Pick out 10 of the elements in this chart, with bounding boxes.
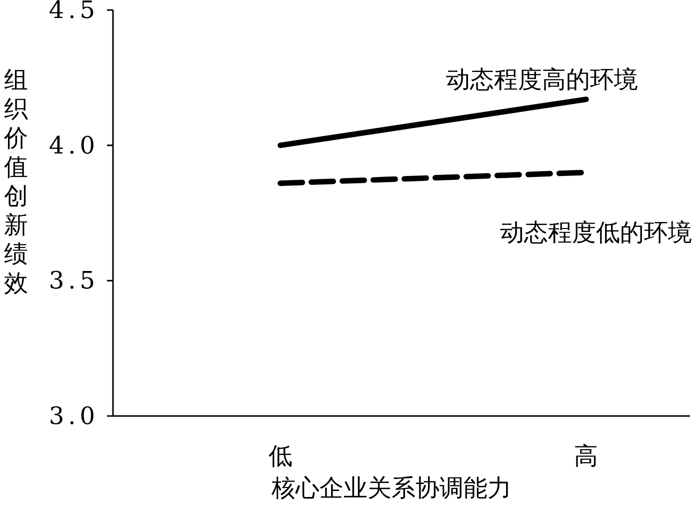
series-label: 动态程度高的环境 xyxy=(446,65,638,94)
y-tick-label: 3.0 xyxy=(48,402,99,430)
y-tick-label: 3.5 xyxy=(48,266,99,295)
series-label: 动态程度低的环境 xyxy=(500,218,692,246)
ylabel: 组织价值创新绩效 xyxy=(4,66,28,297)
y-tick-label: 4.5 xyxy=(48,0,99,24)
y-tick-label: 4.0 xyxy=(48,131,99,160)
x-tick-label: 低 xyxy=(268,442,292,470)
x-tick-label: 高 xyxy=(574,442,598,470)
x-axis-title: 核心企业关系协调能力 xyxy=(270,474,512,502)
